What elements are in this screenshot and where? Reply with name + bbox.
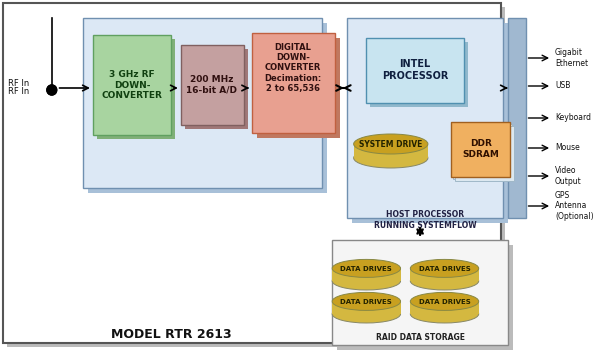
Text: MODEL RTR 2613: MODEL RTR 2613 [110, 329, 231, 342]
Text: DDR
SDRAM: DDR SDRAM [462, 139, 499, 159]
Text: RF In: RF In [8, 87, 29, 96]
Bar [508, 18, 526, 218]
FancyBboxPatch shape [347, 18, 503, 218]
FancyBboxPatch shape [370, 42, 468, 107]
FancyBboxPatch shape [454, 124, 512, 179]
Bar [3, 3, 501, 343]
FancyBboxPatch shape [181, 45, 244, 125]
FancyBboxPatch shape [451, 122, 510, 177]
Text: 200 MHz
16-bit A/D: 200 MHz 16-bit A/D [187, 75, 238, 95]
FancyBboxPatch shape [88, 23, 327, 193]
FancyBboxPatch shape [367, 38, 464, 103]
Bar [332, 268, 401, 281]
Text: Keyboard: Keyboard [555, 113, 591, 122]
Ellipse shape [410, 305, 479, 323]
Ellipse shape [353, 134, 428, 154]
Ellipse shape [410, 272, 479, 290]
Text: DIGITAL
DOWN-
CONVERTER
Decimation:
2 to 65,536: DIGITAL DOWN- CONVERTER Decimation: 2 to… [265, 43, 322, 93]
FancyBboxPatch shape [97, 39, 175, 139]
Ellipse shape [332, 292, 401, 310]
Bar [410, 301, 479, 314]
Text: INTEL
PROCESSOR: INTEL PROCESSOR [382, 59, 448, 81]
Text: DATA DRIVES: DATA DRIVES [419, 299, 470, 305]
FancyBboxPatch shape [185, 49, 248, 129]
Ellipse shape [410, 260, 479, 277]
FancyBboxPatch shape [93, 35, 171, 135]
Bar [410, 268, 479, 281]
FancyBboxPatch shape [352, 23, 508, 223]
Text: DATA DRIVES: DATA DRIVES [340, 299, 392, 305]
Text: GPS
Antenna
(Optional): GPS Antenna (Optional) [555, 191, 593, 221]
Bar [332, 301, 401, 314]
Ellipse shape [332, 305, 401, 323]
FancyBboxPatch shape [451, 122, 510, 177]
Text: RAID DATA STORAGE: RAID DATA STORAGE [376, 334, 464, 343]
Text: RF In: RF In [8, 78, 29, 87]
Ellipse shape [410, 292, 479, 310]
FancyBboxPatch shape [83, 18, 322, 188]
Text: SYSTEM DRIVE: SYSTEM DRIVE [359, 140, 422, 149]
Ellipse shape [332, 260, 401, 277]
Text: DATA DRIVES: DATA DRIVES [340, 266, 392, 272]
Text: USB: USB [555, 82, 570, 91]
Bar [353, 144, 428, 158]
FancyBboxPatch shape [337, 245, 513, 350]
FancyBboxPatch shape [257, 38, 340, 138]
Ellipse shape [353, 148, 428, 168]
Text: Gigabit
Ethernet: Gigabit Ethernet [555, 48, 588, 68]
FancyBboxPatch shape [451, 122, 510, 177]
FancyBboxPatch shape [332, 240, 508, 345]
Text: Mouse: Mouse [555, 144, 580, 152]
Ellipse shape [332, 272, 401, 290]
Bar [7, 7, 505, 347]
Text: HOST PROCESSOR
RUNNING SYSTEMFLOW: HOST PROCESSOR RUNNING SYSTEMFLOW [374, 210, 476, 230]
Circle shape [47, 85, 56, 95]
Text: Video
Output: Video Output [555, 166, 581, 186]
Text: 3 GHz RF
DOWN-
CONVERTER: 3 GHz RF DOWN- CONVERTER [101, 70, 163, 100]
FancyBboxPatch shape [455, 126, 514, 181]
Text: DATA DRIVES: DATA DRIVES [419, 266, 470, 272]
FancyBboxPatch shape [252, 33, 335, 133]
